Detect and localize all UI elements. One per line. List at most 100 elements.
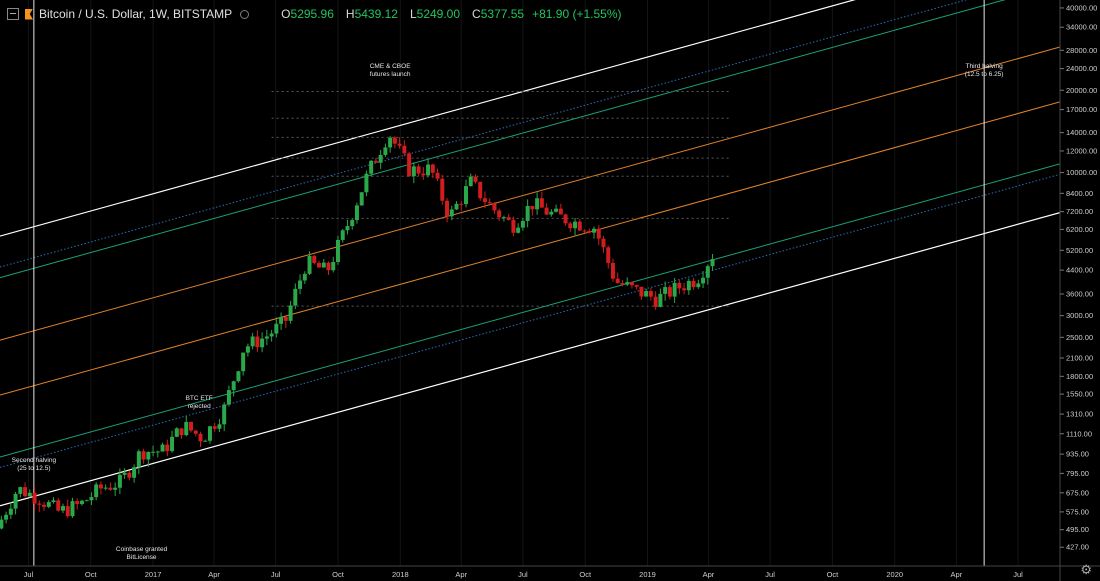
candle-body	[155, 451, 160, 453]
candle-body	[170, 436, 175, 452]
candle-body	[136, 451, 141, 468]
time-tick-label: Jul	[765, 570, 775, 579]
time-tick-label: Jul	[1013, 570, 1023, 579]
candle-body	[283, 316, 288, 321]
candle-body	[141, 451, 146, 460]
price-tick-label: 675.00	[1066, 488, 1089, 497]
candle-body	[0, 519, 4, 529]
channel-lower	[0, 212, 1060, 507]
candle-body	[492, 203, 497, 211]
candle-body	[212, 426, 217, 429]
candle-body	[430, 164, 435, 173]
candle-body	[4, 514, 9, 520]
candle-body	[601, 238, 606, 248]
candle-body	[117, 474, 122, 488]
time-tick-label: Apr	[208, 570, 220, 579]
circle-icon	[240, 9, 250, 19]
candle-body	[392, 137, 397, 144]
candle-body	[335, 239, 340, 262]
candle-body	[274, 323, 279, 334]
time-tick-label: Jul	[24, 570, 34, 579]
candle-body	[255, 336, 260, 348]
symbol-title[interactable]: Bitcoin / U.S. Dollar, 1W, BITSTAMP	[39, 7, 233, 21]
candle-body	[354, 205, 359, 221]
candle-body	[222, 404, 227, 425]
candle-body	[587, 230, 592, 233]
candle-body	[165, 444, 170, 452]
candle-body	[293, 288, 298, 306]
candle-body	[350, 220, 355, 227]
candle-body	[677, 282, 682, 289]
candle-body	[544, 207, 549, 215]
candle-body	[18, 487, 23, 494]
candle-body	[369, 160, 374, 174]
candle-body	[94, 484, 99, 498]
candle-body	[388, 137, 393, 148]
low-label: L	[409, 7, 417, 21]
candle-body	[449, 209, 454, 217]
bitcoin-logo-icon	[25, 8, 33, 20]
candle-body	[174, 428, 179, 437]
candle-body	[445, 200, 450, 217]
candle-body	[326, 262, 331, 271]
price-tick-label: 17000.00	[1066, 105, 1097, 114]
time-tick-label: Apr	[703, 570, 715, 579]
candle-body	[151, 451, 156, 453]
candle-body	[454, 203, 459, 210]
candle-body	[421, 173, 426, 176]
price-tick-label: 24000.00	[1066, 64, 1097, 73]
candle-body	[340, 230, 345, 240]
candle-body	[317, 262, 322, 268]
time-tick-label: Jul	[518, 570, 528, 579]
time-tick-label: 2017	[145, 570, 162, 579]
time-tick-label: Jul	[271, 570, 281, 579]
candle-body	[279, 316, 284, 324]
candle-body	[648, 291, 653, 297]
channel-green-upper	[0, 0, 1006, 279]
price-tick-label: 575.00	[1066, 507, 1089, 516]
candle-body	[312, 255, 317, 263]
price-tick-label: 34000.00	[1066, 23, 1097, 32]
candle-body	[260, 338, 265, 348]
candle-body	[321, 262, 326, 268]
candle-body	[23, 487, 28, 497]
candle-body	[634, 285, 639, 287]
close-value: 5377.55	[480, 7, 525, 21]
candle-body	[8, 508, 13, 515]
candle-body	[511, 219, 516, 233]
candle-body	[573, 221, 578, 229]
time-tick-label: Oct	[85, 570, 98, 579]
channel-blue-upper	[0, 0, 968, 268]
open-label: O	[281, 7, 291, 21]
annotation-label: Coinbase granted	[116, 546, 168, 553]
candle-body	[359, 192, 364, 206]
minus-square-icon[interactable]	[7, 8, 19, 20]
time-tick-label: 2018	[392, 570, 409, 579]
price-tick-label: 40000.00	[1066, 3, 1097, 12]
candle-body	[364, 173, 369, 193]
gear-icon[interactable]: ⚙	[1080, 562, 1092, 577]
candle-body	[620, 283, 625, 285]
candle-body	[667, 287, 672, 297]
high-label: H	[345, 7, 355, 21]
candle-body	[193, 430, 198, 434]
candle-body	[108, 487, 113, 490]
candle-body	[549, 211, 554, 215]
channel-orange-upper	[0, 46, 1060, 341]
price-tick-label: 3600.00	[1066, 289, 1093, 298]
candle-body	[516, 227, 521, 233]
candle-body	[596, 228, 601, 239]
candle-body	[501, 217, 506, 219]
candle-body	[331, 261, 336, 271]
candle-body	[554, 208, 559, 212]
annotation-label: BTC ETF	[186, 395, 213, 402]
candle-body	[487, 202, 492, 204]
candle-body	[42, 504, 47, 507]
candle-body	[658, 293, 663, 307]
price-tick-label: 935.00	[1066, 450, 1089, 459]
annotation-label: BitLicense	[127, 554, 157, 561]
time-tick-label: 2019	[639, 570, 656, 579]
price-tick-label: 20000.00	[1066, 86, 1097, 95]
